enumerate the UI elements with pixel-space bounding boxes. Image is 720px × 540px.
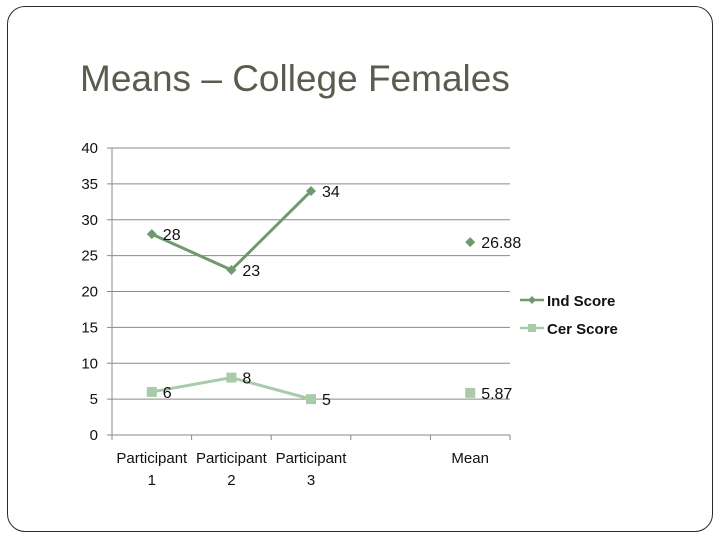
- series-1-point-0: [146, 386, 157, 397]
- legend-marker-0: [528, 296, 536, 304]
- series-1-point-4: [465, 387, 476, 398]
- series-0-data-label-4: 26.88: [481, 235, 521, 252]
- series-1-segment-1: [229, 376, 313, 401]
- slide-title: Means – College Females: [80, 58, 510, 99]
- series-0-data-label-2: 34: [322, 184, 340, 201]
- series-1-data-label-0: 6: [163, 385, 172, 402]
- y-tick-label-10: 10: [81, 355, 98, 372]
- y-tick-label-0: 0: [90, 427, 98, 444]
- series-0-data-label-0: 28: [163, 227, 181, 244]
- series-0-point-0: [146, 229, 157, 240]
- legend-label-1: Cer Score: [547, 321, 618, 338]
- series-1-point-2: [306, 394, 316, 405]
- series-0-segment-1: [229, 189, 313, 272]
- slide-frame: [7, 6, 713, 532]
- legend-label-0: Ind Score: [547, 293, 615, 310]
- y-tick-label-25: 25: [81, 248, 98, 265]
- series-1-segment-0: [150, 376, 233, 394]
- series-0-point-1: [226, 264, 237, 275]
- y-tick-label-30: 30: [81, 212, 98, 229]
- y-tick-label-15: 15: [81, 319, 98, 336]
- y-tick-label-20: 20: [81, 284, 98, 301]
- series-1-data-label-4: 5.87: [481, 386, 512, 403]
- x-tick-label-1-line-0: Participant: [196, 450, 268, 467]
- series-0-data-label-1: 23: [242, 263, 260, 280]
- series-0-segment-0: [150, 232, 233, 272]
- series-1-data-label-1: 8: [242, 371, 251, 388]
- series-0-point-4: [465, 237, 476, 248]
- series-0-point-2: [306, 186, 316, 197]
- x-tick-label-4-line-0: Mean: [451, 450, 489, 467]
- x-tick-label-2-line-1: 3: [307, 472, 315, 489]
- y-tick-label-40: 40: [81, 140, 98, 157]
- series-1-data-label-2: 5: [322, 392, 331, 409]
- series-1-point-1: [226, 372, 237, 383]
- y-tick-label-5: 5: [90, 391, 98, 408]
- y-tick-label-35: 35: [81, 176, 98, 193]
- x-tick-label-0-line-1: 1: [148, 472, 156, 489]
- x-tick-label-0-line-0: Participant: [116, 450, 188, 467]
- x-tick-label-2-line-0: Participant: [276, 450, 348, 467]
- x-tick-label-1-line-1: 2: [227, 472, 235, 489]
- legend-marker-1: [528, 324, 536, 332]
